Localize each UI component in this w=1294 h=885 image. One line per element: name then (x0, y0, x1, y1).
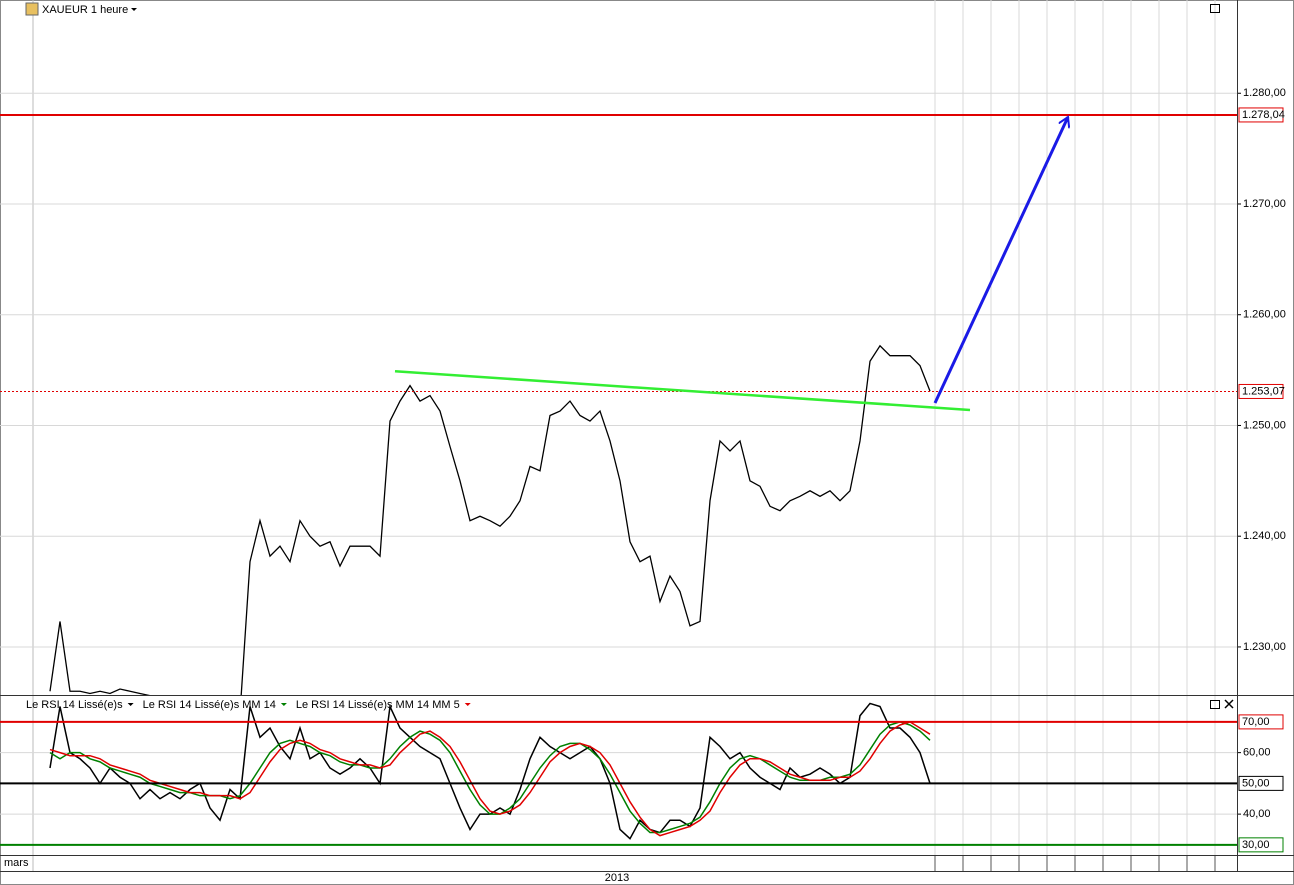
legend-entry[interactable]: Le RSI 14 Lissé(e)s (26, 699, 123, 711)
level-label-box (1238, 775, 1284, 791)
dropdown-arrow[interactable] (131, 8, 137, 11)
legend-dropdown (464, 703, 471, 706)
level-label-box (1238, 107, 1284, 123)
y-tick-label: 1.240,00 (1243, 530, 1286, 542)
x-tick-label: mars (4, 857, 29, 869)
y-tick-label: 1.260,00 (1243, 309, 1286, 321)
plot-area (49, 344, 931, 695)
target-arrow (933, 117, 1068, 404)
maximize-button[interactable] (1210, 700, 1220, 709)
level-label: 30,00 (1242, 839, 1270, 851)
y-tick-label: 1.230,00 (1243, 641, 1286, 653)
y-tick-label: 1.250,00 (1243, 419, 1286, 431)
chart-icon (25, 2, 39, 16)
series-line (49, 344, 931, 695)
series-line (49, 721, 931, 837)
level-label: 1.253,07 (1242, 385, 1285, 397)
maximize-button[interactable] (1210, 4, 1220, 13)
trend-line (394, 369, 971, 412)
chart-title[interactable]: XAUEUR 1 heure (42, 4, 128, 16)
legend-dropdown (280, 703, 287, 706)
y-tick-label: 1.280,00 (1243, 87, 1286, 99)
level-label-box (1238, 714, 1284, 730)
x-group-label: 2013 (605, 872, 629, 884)
level-label-box (1238, 383, 1284, 399)
level-label: 1.278,04 (1242, 109, 1285, 121)
plot-area (49, 702, 931, 840)
series-line (49, 721, 931, 834)
y-tick-label: 60,00 (1243, 747, 1271, 759)
y-tick-label: 40,00 (1243, 808, 1271, 820)
level-label: 50,00 (1242, 777, 1270, 789)
legend-dropdown (127, 703, 134, 706)
level-label: 70,00 (1242, 716, 1270, 728)
legend-entry[interactable]: Le RSI 14 Lissé(e)s MM 14 (143, 699, 276, 711)
level-label-box (1238, 837, 1284, 853)
legend-entry[interactable]: Le RSI 14 Lissé(e)s MM 14 MM 5 (296, 699, 460, 711)
close-button[interactable] (1224, 699, 1234, 709)
y-tick-label: 1.270,00 (1243, 198, 1286, 210)
